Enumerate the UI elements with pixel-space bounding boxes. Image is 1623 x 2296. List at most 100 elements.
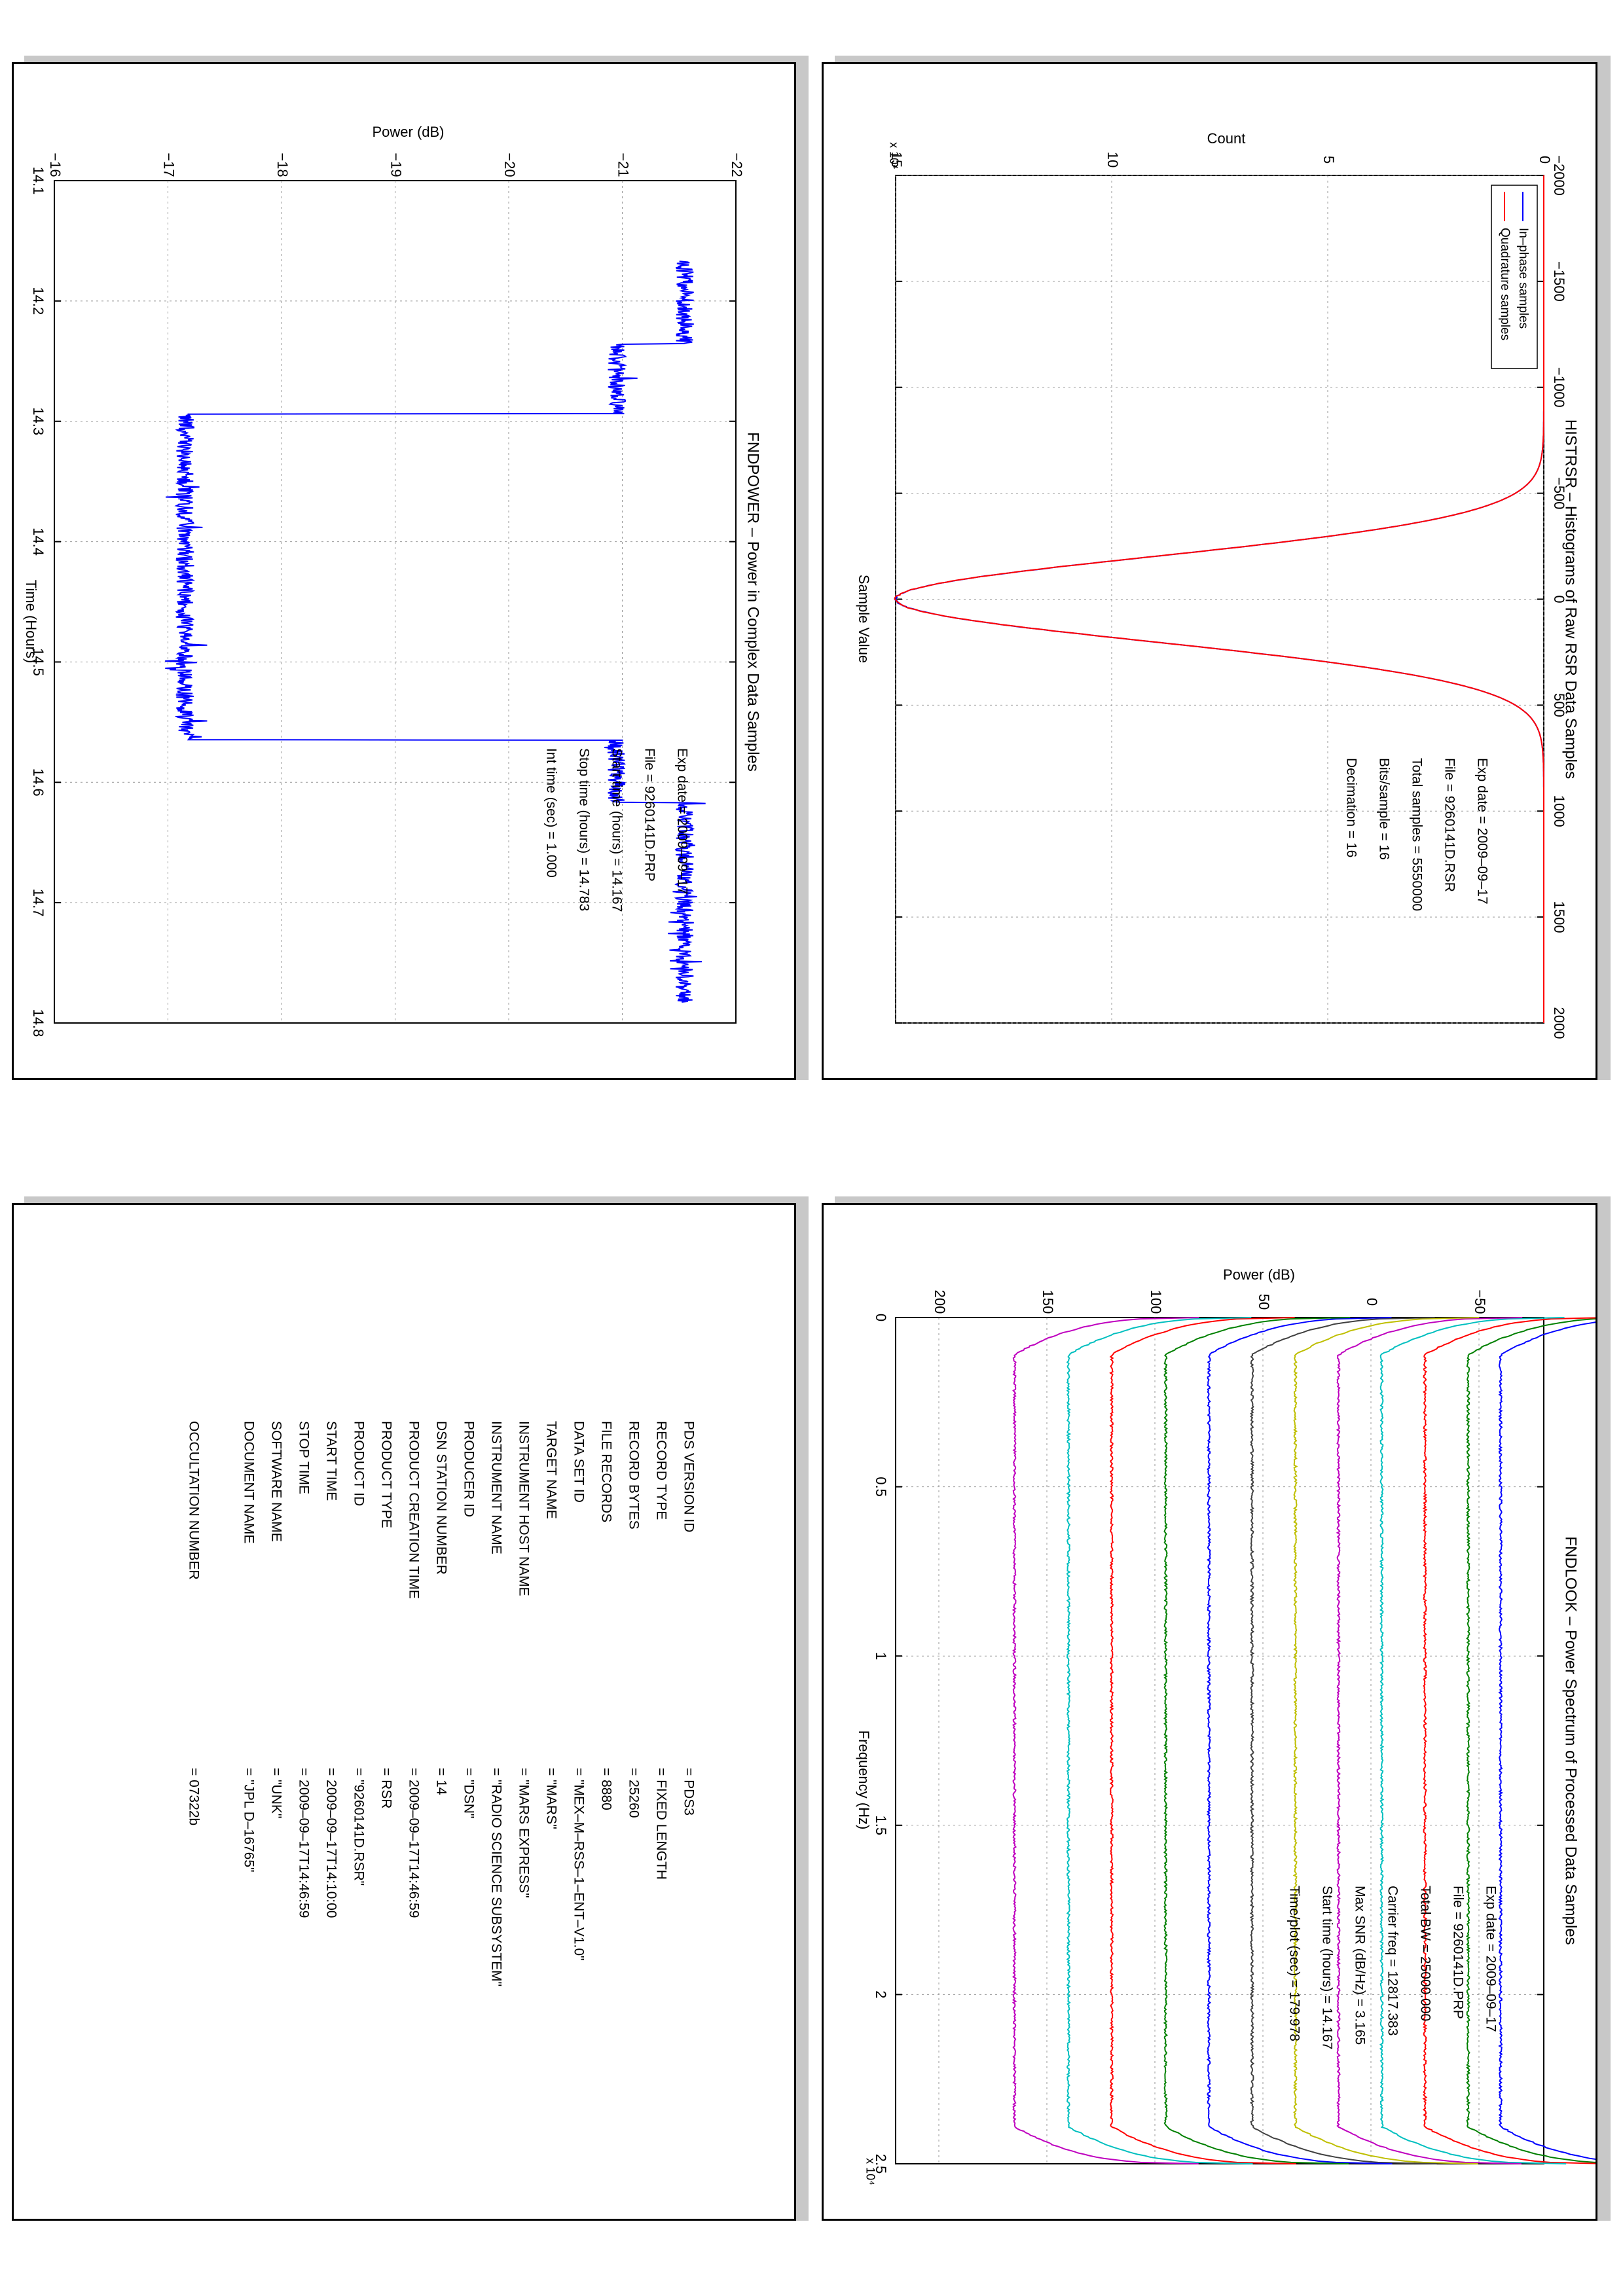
pds-key: PRODUCER ID [461,1421,476,1517]
pds-value: = 2009–09–17T14:46:59 [296,1768,311,1918]
pds-key: PRODUCT CREATION TIME [406,1421,421,1599]
series-line-1 [1465,1318,1596,2163]
x-tick-label: −500 [1551,477,1567,510]
annotation-4: Int time (sec) = 1.000 [543,748,558,878]
pds-value: = "MARS" [543,1768,558,1829]
x-tick-label: 14.2 [30,287,46,315]
pds-value: = "UNK" [268,1768,283,1818]
pds-key: RECORD TYPE [653,1421,668,1520]
y-tick-label: 50 [1256,1294,1272,1310]
series-line-0 [1498,1321,1596,2161]
y-tick-label: 0 [1364,1298,1380,1306]
x-tick-label: 2 [873,1990,889,1998]
pds-value: = "MARS EXPRESS" [516,1768,531,1898]
y-tick-label: 10 [1104,152,1121,168]
y-tick-label: 15 [888,152,905,168]
y-axis-label: Count [1207,130,1246,147]
pds-value: = 2009–09–17T14:10:00 [323,1768,338,1918]
series-line-1 [894,175,1544,1023]
pds-key: SOFTWARE NAME [268,1421,283,1542]
y-tick-label: −22 [729,152,745,177]
series-line-3 [1379,1317,1567,2164]
x-tick-label: 1500 [1551,901,1567,933]
pds-key: START TIME [323,1421,338,1501]
annotation-3: Stop time (hours) = 14.783 [576,748,591,911]
pds-value: = "MEX–M–RSS–1–ENT–V1.0" [571,1768,586,1960]
chart-title: HISTRSR – Histograms of Raw RSR Data Sam… [1562,420,1580,780]
legend-label-1: Quadrature samples [1498,228,1512,340]
y-axis-label: Power (dB) [372,124,444,140]
x-tick-label: 500 [1551,693,1567,717]
fndlook-chart: 0 0.5 1 1.5 2 2.5x 10⁴ −50 0 50 100 150 200 FNDLOOK … [856,1266,1596,2185]
x-tick-label: 14.4 [30,528,46,556]
annotation-0: Exp date = 2009–09–17 [674,748,689,895]
x-multiplier: x 10⁴ [864,2158,877,2185]
x-tick-label: 1000 [1551,795,1567,827]
series-line-0 [165,260,706,1003]
pds-value: = FIXED LENGTH [653,1768,668,1880]
annotation-0: Exp date = 2009–09–17 [1483,1886,1498,2032]
fndpower-chart: 14.1 14.2 14.3 14.4 14.5 14.6 14.7 14.8 −22 −21 −2… [23,124,762,1037]
x-tick-label: 0 [1551,595,1567,603]
pds-label-panel [12,1203,796,2221]
pds-value: = RSR [378,1768,393,1808]
annotation-3: Carrier freq = 12817.383 [1385,1886,1400,2036]
x-tick-label: 0.5 [873,1477,889,1497]
x-tick-label: 14.7 [30,889,46,917]
pds-key: STOP TIME [296,1421,311,1494]
y-tick-label: −19 [388,152,405,177]
plot-area: In–phase samples Quadrature samples [894,175,1544,1024]
x-tick-label: 14.5 [30,648,46,676]
annotation-2: Total BW = 25000.000 [1417,1886,1432,2021]
pds-key: PRODUCT ID [351,1421,366,1506]
plot-area [54,180,737,1024]
series-line-11 [1012,1317,1199,2164]
x-tick-label: 1 [873,1652,889,1660]
x-axis-label: Time (Hours) [23,580,39,664]
pds-key: INSTRUMENT HOST NAME [516,1421,531,1596]
series-line-4 [1336,1317,1523,2164]
pds-key: DSN STATION NUMBER [433,1421,448,1575]
pds-key: TARGET NAME [543,1421,558,1519]
pds-key: INSTRUMENT NAME [488,1421,503,1554]
y-multiplier: x 10⁴ [887,142,900,170]
series-line-5 [1292,1317,1480,2164]
pds-value: = 14 [433,1768,448,1795]
series-line-10 [1066,1317,1253,2164]
x-tick-label: 2.5 [873,2154,889,2174]
pds-key: FILE RECORDS [598,1421,613,1522]
annotation-4: Max SNR (dB/Hz) = 3.165 [1352,1886,1367,2045]
y-tick-label: −17 [161,152,177,177]
pds-key: OCCULTATION NUMBER [186,1421,201,1580]
chart-title: FNDPOWER – Power in Complex Data Samples [744,432,762,772]
y-tick-label: −21 [615,152,632,177]
annotation-3: Bits/sample = 16 [1376,758,1391,860]
x-axis-label: Sample Value [856,575,872,663]
y-tick-label: 150 [1040,1290,1056,1314]
plot-area [895,1317,1596,2164]
y-axis-label: Power (dB) [1223,1266,1295,1283]
plot-frame [895,1317,1544,2164]
legend: In–phase samples Quadrature samples [1491,185,1538,369]
annotation-1: File = 9260141D.PRP [642,748,657,882]
annotation-2: Total samples = 5550000 [1409,758,1424,911]
legend-label-0: In–phase samples [1516,228,1530,329]
y-tick-label: 100 [1148,1290,1164,1314]
annotation-0: Exp date = 2009–09–17 [1474,758,1489,905]
annotation-6: Time/plot (sec) = 179.978 [1286,1886,1302,2041]
pds-value: = 8880 [598,1768,613,1810]
series-line-9 [1109,1317,1296,2164]
y-tick-label: −16 [47,152,64,177]
x-tick-label: 0 [873,1314,889,1321]
x-tick-label: 14.1 [30,167,46,195]
pds-value: = 25260 [626,1768,641,1818]
pds-value: = "DSN" [461,1768,476,1818]
y-tick-label: −18 [274,152,291,177]
x-tick-label: 14.8 [30,1009,46,1037]
series-line-6 [1249,1317,1437,2164]
pds-value: = 07322b [186,1768,201,1825]
annotation-2: Start time (hours) = 14.167 [609,748,624,912]
x-tick-label: −1000 [1551,367,1567,408]
pds-key: PRODUCT TYPE [378,1421,393,1528]
pds-value: = PDS3 [681,1768,696,1816]
